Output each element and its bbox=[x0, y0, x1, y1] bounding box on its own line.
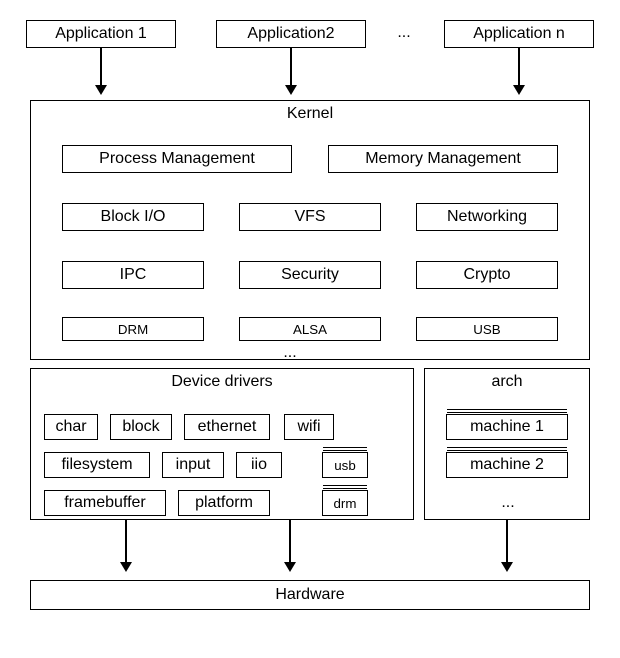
app-box-label: Application2 bbox=[247, 25, 334, 43]
driver-box: ethernet bbox=[184, 414, 270, 440]
kernel-subsystem-label: IPC bbox=[120, 266, 147, 284]
kernel-subsystem: USB bbox=[416, 317, 558, 341]
arch-machine-box-label: machine 2 bbox=[470, 456, 544, 474]
driver-box: filesystem bbox=[44, 452, 150, 478]
kernel-subsystem: Networking bbox=[416, 203, 558, 231]
driver-stacked-box-label: drm bbox=[334, 496, 357, 511]
apps-ellipsis: ... bbox=[384, 24, 424, 42]
kernel-subsystem: ALSA bbox=[239, 317, 381, 341]
driver-box: platform bbox=[178, 490, 270, 516]
app-box-label: Application n bbox=[473, 25, 565, 43]
driver-stacked-box: drm bbox=[322, 490, 368, 516]
driver-box-label: ethernet bbox=[198, 418, 257, 436]
driver-box-label: filesystem bbox=[61, 456, 132, 474]
driver-box-label: input bbox=[176, 456, 211, 474]
arrow-to-hardware bbox=[499, 520, 515, 572]
driver-box-label: framebuffer bbox=[64, 494, 146, 512]
kernel-subsystem: Crypto bbox=[416, 261, 558, 289]
driver-stacked-box: usb bbox=[322, 452, 368, 478]
app-box: Application n bbox=[444, 20, 594, 48]
hardware-box-label: Hardware bbox=[275, 586, 344, 604]
driver-box: input bbox=[162, 452, 224, 478]
driver-box: block bbox=[110, 414, 172, 440]
app-box: Application2 bbox=[216, 20, 366, 48]
kernel-subsystem-label: Block I/O bbox=[101, 208, 166, 226]
arrow-to-hardware bbox=[118, 520, 134, 572]
arch-machine-box: machine 1 bbox=[446, 414, 568, 440]
driver-box-label: iio bbox=[251, 456, 267, 474]
app-box: Application 1 bbox=[26, 20, 176, 48]
driver-box: wifi bbox=[284, 414, 334, 440]
kernel-subsystem: Memory Management bbox=[328, 145, 558, 173]
kernel-subsystem: Security bbox=[239, 261, 381, 289]
kernel-subsystem-label: Process Management bbox=[99, 150, 255, 168]
driver-box: framebuffer bbox=[44, 490, 166, 516]
architecture-diagram: Application 1 Application2 Application n..… bbox=[0, 0, 620, 658]
kernel-subsystem-label: Security bbox=[281, 266, 339, 284]
driver-box: iio bbox=[236, 452, 282, 478]
arch-machine-box: machine 2 bbox=[446, 452, 568, 478]
kernel-group-title: Kernel bbox=[31, 101, 589, 123]
drivers-group-title: Device drivers bbox=[31, 369, 413, 391]
arrow-app-to-kernel bbox=[93, 48, 109, 95]
arch-ellipsis: ... bbox=[478, 494, 538, 512]
kernel-subsystem: Process Management bbox=[62, 145, 292, 173]
driver-box-label: block bbox=[122, 418, 159, 436]
driver-box-label: wifi bbox=[297, 418, 320, 436]
hardware-box: Hardware bbox=[30, 580, 590, 610]
app-box-label: Application 1 bbox=[55, 25, 147, 43]
kernel-subsystem-label: DRM bbox=[118, 322, 148, 337]
kernel-subsystem-label: VFS bbox=[294, 208, 325, 226]
kernel-subsystem-label: Crypto bbox=[463, 266, 510, 284]
driver-box-label: platform bbox=[195, 494, 253, 512]
driver-box-label: char bbox=[55, 418, 86, 436]
driver-box: char bbox=[44, 414, 98, 440]
kernel-subsystem-label: ALSA bbox=[293, 322, 327, 337]
kernel-subsystem-label: Networking bbox=[447, 208, 527, 226]
kernel-subsystem: VFS bbox=[239, 203, 381, 231]
arch-group-title: arch bbox=[425, 369, 589, 391]
kernel-ellipsis: ... bbox=[260, 344, 320, 362]
arrow-app-to-kernel bbox=[511, 48, 527, 95]
kernel-subsystem: Block I/O bbox=[62, 203, 204, 231]
arrow-to-hardware bbox=[282, 520, 298, 572]
kernel-subsystem-label: Memory Management bbox=[365, 150, 521, 168]
kernel-subsystem: DRM bbox=[62, 317, 204, 341]
arch-machine-box-label: machine 1 bbox=[470, 418, 544, 436]
kernel-subsystem: IPC bbox=[62, 261, 204, 289]
kernel-subsystem-label: USB bbox=[473, 322, 500, 337]
driver-stacked-box-label: usb bbox=[334, 458, 356, 473]
arrow-app-to-kernel bbox=[283, 48, 299, 95]
